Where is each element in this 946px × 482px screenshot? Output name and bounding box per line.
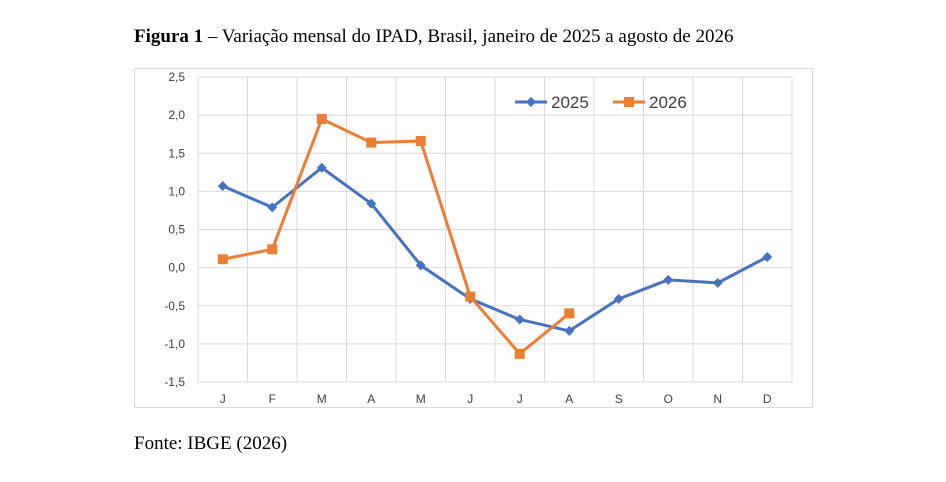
chart-frame: 2,5 2,0 1,5 1,0 0,5 0,0 -0,5 -1,0 -1,5 J F M A M J J A S O… [134,68,813,408]
series-point [564,308,575,319]
y-tick-label: 0,0 [168,261,185,275]
series-point [514,314,525,325]
x-tick-label: J [517,392,523,406]
x-tick-label: J [220,392,226,406]
series-point [267,244,278,255]
series-point [217,181,228,192]
series-point [366,137,377,148]
y-tick-label: -1,0 [164,337,185,351]
series-point [663,274,674,285]
figure-caption: Figura 1 – Variação mensal do IPAD, Bras… [134,26,733,48]
y-tick-label: 1,5 [168,146,185,160]
x-tick-label: S [615,392,623,406]
x-tick-label: D [763,392,772,406]
series-point [415,136,426,147]
y-tick-label: 0,5 [168,223,185,237]
figure-title: – Variação mensal do IPAD, Brasil, janei… [203,26,734,47]
x-tick-label: F [269,392,276,406]
series-point [526,97,536,107]
x-tick-label: M [317,392,327,406]
legend-label: 2025 [551,93,589,112]
source-note: Fonte: IBGE (2026) [134,433,288,454]
y-tick-label: 1,0 [168,184,185,198]
x-tick-label: A [565,392,573,406]
series-point [762,251,773,262]
series-lines [217,113,773,359]
series-point [316,113,327,124]
series-point [267,202,278,213]
series-point [712,277,723,288]
legend-item-2026: 2026 [613,93,687,112]
series-point [217,254,228,265]
legend-item-2025: 2025 [515,93,589,112]
legend: 2025 2026 [515,93,687,112]
x-tick-label: M [416,392,426,406]
series-2026 [217,113,575,359]
series-line [222,166,768,333]
series-2025 [217,162,773,336]
legend-label: 2026 [649,93,687,112]
series-point [514,348,525,359]
x-tick-label: O [664,392,673,406]
series-point [415,260,426,271]
y-tick-label: -1,5 [164,375,185,389]
x-tick-label: N [713,392,722,406]
y-tick-label: 2,0 [168,108,185,122]
series-point [564,325,575,336]
x-tick-label: A [367,392,375,406]
series-point [624,97,634,107]
series-point [465,291,476,302]
figure-label: Figura 1 [134,26,204,47]
line-chart: 2,5 2,0 1,5 1,0 0,5 0,0 -0,5 -1,0 -1,5 J F M A M J J A S O… [164,70,793,406]
grid-lines [197,76,793,383]
series-point [316,162,327,173]
series-point [366,198,377,209]
y-tick-label: -0,5 [164,299,185,313]
y-tick-label: 2,5 [168,70,185,84]
axis-labels: 2,5 2,0 1,5 1,0 0,5 0,0 -0,5 -1,0 -1,5 J F M A M J J A S O… [164,70,772,406]
series-line [222,117,571,356]
series-point [613,293,624,304]
x-tick-label: J [467,392,473,406]
